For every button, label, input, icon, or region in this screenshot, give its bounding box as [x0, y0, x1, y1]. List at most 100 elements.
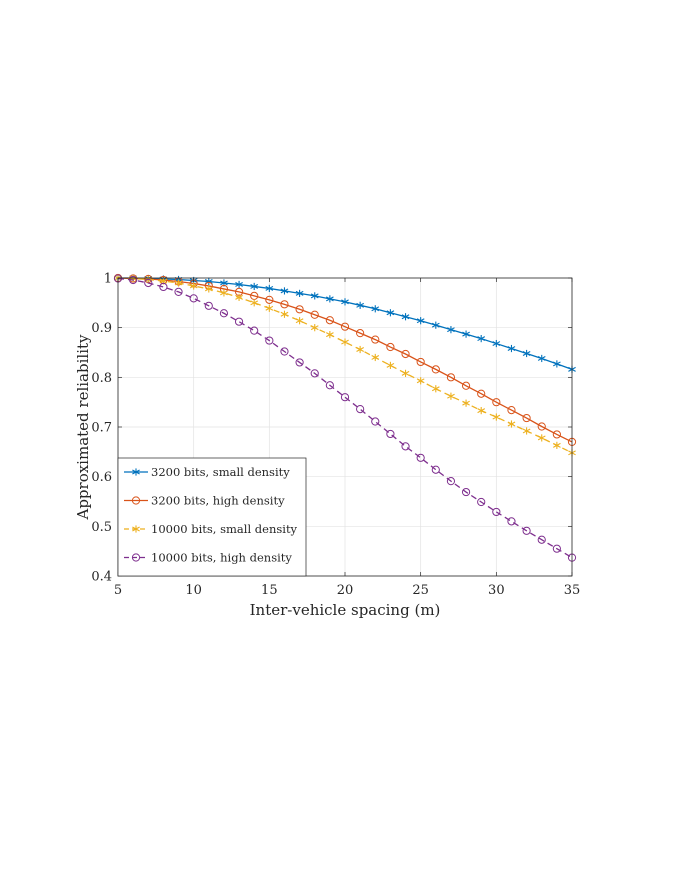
- data-point: [401, 349, 410, 359]
- marker-stroke: [492, 414, 501, 420]
- marker-stroke: [522, 351, 531, 356]
- marker-stroke: [522, 428, 531, 434]
- data-point: [386, 309, 395, 317]
- data-point: [356, 301, 364, 309]
- data-point: [492, 398, 501, 407]
- marker-stroke: [401, 370, 410, 376]
- data-point: [250, 299, 259, 307]
- marker-stroke: [462, 400, 470, 406]
- data-point: [522, 349, 531, 358]
- data-point: [341, 298, 349, 306]
- marker-stroke: [326, 296, 334, 302]
- marker-stroke: [265, 305, 274, 311]
- data-point: [310, 292, 319, 300]
- data-point: [492, 413, 501, 421]
- data-point: [325, 316, 334, 325]
- marker-stroke: [235, 294, 243, 300]
- marker-stroke: [492, 341, 501, 347]
- marker-stroke: [416, 318, 425, 324]
- legend-marker: [132, 525, 140, 533]
- marker-stroke: [507, 346, 516, 351]
- marker-stroke: [447, 393, 455, 399]
- data-point: [477, 407, 486, 415]
- data-point: [295, 358, 304, 367]
- marker-stroke: [386, 310, 395, 316]
- y-tick-label: 0.6: [91, 470, 112, 485]
- marker-stroke: [250, 283, 259, 289]
- legend-entry: 3200 bits, small density: [124, 465, 290, 479]
- data-point: [401, 313, 410, 321]
- legend-label: 3200 bits, high density: [151, 494, 285, 508]
- data-point: [265, 295, 274, 304]
- data-point: [522, 413, 531, 423]
- data-point: [310, 310, 319, 319]
- data-point: [310, 369, 319, 378]
- data-point: [507, 344, 516, 353]
- data-point: [295, 289, 304, 297]
- data-point: [461, 487, 471, 497]
- data-point: [340, 393, 350, 402]
- legend-marker: [132, 468, 140, 476]
- marker-stroke: [326, 332, 334, 338]
- data-point: [295, 305, 304, 314]
- data-point: [477, 497, 486, 507]
- marker-stroke: [132, 526, 140, 532]
- marker-stroke: [537, 435, 546, 441]
- data-point: [371, 305, 380, 313]
- marker-stroke: [341, 299, 349, 305]
- data-point: [326, 295, 334, 303]
- data-point: [401, 369, 410, 377]
- marker-stroke: [204, 286, 213, 292]
- data-point: [280, 347, 289, 356]
- data-point: [356, 329, 365, 338]
- data-point: [401, 442, 410, 451]
- x-tick-label: 10: [185, 583, 202, 598]
- marker-stroke: [477, 336, 486, 342]
- data-point: [446, 477, 456, 486]
- data-point: [189, 282, 198, 290]
- legend-label: 10000 bits, small density: [151, 522, 298, 536]
- marker-stroke: [553, 361, 561, 367]
- data-point: [371, 335, 380, 344]
- marker-stroke: [447, 327, 455, 333]
- marker-stroke: [174, 280, 183, 286]
- data-point: [204, 285, 213, 293]
- marker-stroke: [341, 339, 349, 345]
- legend-entry: 10000 bits, high density: [124, 551, 292, 565]
- data-point: [295, 317, 304, 325]
- data-point: [553, 360, 561, 368]
- data-point: [234, 317, 244, 326]
- marker-stroke: [189, 283, 198, 289]
- marker-stroke: [386, 362, 395, 368]
- data-point: [235, 293, 243, 301]
- data-point: [204, 301, 213, 310]
- data-point: [280, 310, 289, 318]
- data-point: [416, 453, 425, 462]
- data-point: [462, 399, 470, 407]
- data-point: [250, 282, 259, 291]
- data-point: [537, 422, 546, 431]
- marker-stroke: [537, 355, 546, 361]
- marker-stroke: [220, 290, 228, 296]
- marker-stroke: [507, 421, 516, 427]
- marker-stroke: [220, 280, 228, 286]
- data-point: [174, 279, 183, 287]
- data-point: [129, 275, 138, 285]
- legend-entry: 10000 bits, small density: [124, 522, 298, 536]
- data-point: [386, 361, 395, 370]
- marker-stroke: [132, 469, 140, 475]
- x-tick-label: 30: [488, 583, 505, 598]
- data-point: [507, 420, 516, 428]
- data-point: [447, 392, 455, 400]
- data-point: [492, 339, 501, 348]
- x-axis-label: Inter-vehicle spacing (m): [250, 601, 441, 619]
- x-tick-label: 35: [564, 583, 581, 598]
- data-point: [235, 280, 243, 289]
- data-point: [537, 354, 546, 363]
- data-point: [326, 331, 334, 339]
- x-tick-label: 5: [114, 583, 122, 598]
- data-point: [386, 342, 395, 352]
- data-point: [446, 373, 456, 382]
- data-point: [522, 526, 531, 535]
- data-point: [265, 304, 274, 312]
